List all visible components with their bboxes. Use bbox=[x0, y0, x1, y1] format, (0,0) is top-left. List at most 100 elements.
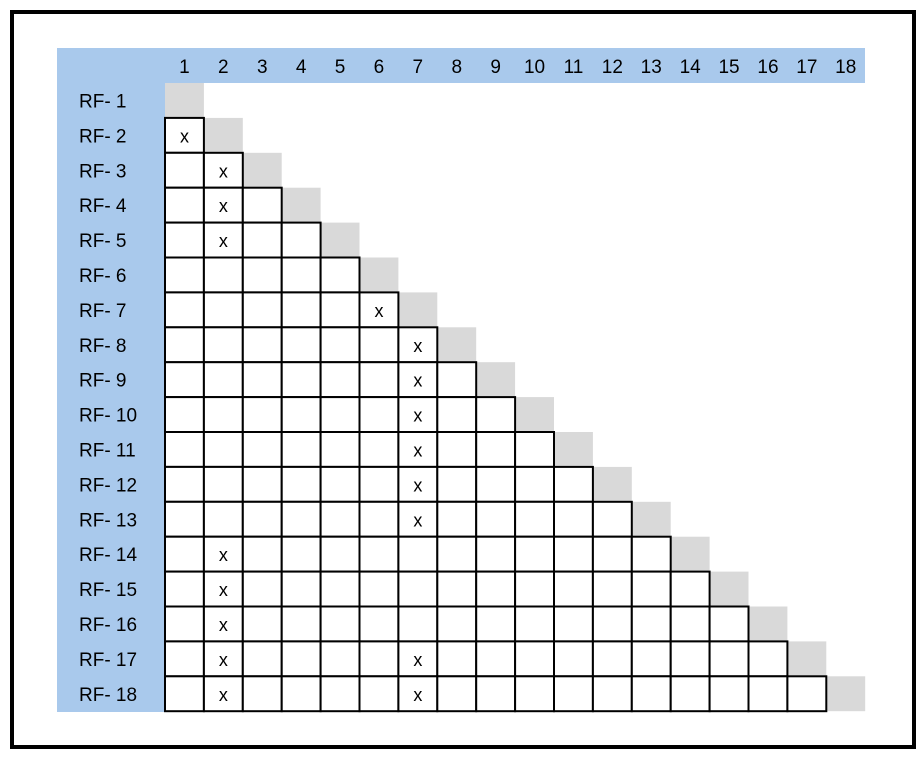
matrix-cell bbox=[630, 640, 672, 678]
matrix-cell bbox=[319, 396, 361, 434]
matrix-cell bbox=[241, 640, 283, 678]
matrix-cell bbox=[436, 675, 478, 713]
matrix-cell bbox=[630, 675, 672, 713]
matrix-cell bbox=[202, 291, 244, 329]
column-label: 7 bbox=[413, 57, 424, 78]
matrix-cell bbox=[475, 640, 517, 678]
cell-mark: x bbox=[413, 371, 422, 391]
matrix-cell bbox=[514, 465, 555, 503]
diagonal-cell bbox=[242, 152, 282, 188]
row-label: RF- 18 bbox=[79, 685, 137, 706]
column-label: 18 bbox=[835, 57, 856, 78]
matrix-cell bbox=[319, 465, 361, 503]
matrix-cell bbox=[397, 570, 439, 608]
matrix-cell bbox=[358, 431, 400, 468]
column-label: 9 bbox=[490, 57, 501, 78]
matrix-cell bbox=[164, 605, 205, 643]
matrix-cell bbox=[280, 221, 322, 259]
matrix-cell bbox=[280, 675, 322, 713]
column-label: 5 bbox=[335, 57, 346, 78]
matrix-cell bbox=[786, 675, 828, 713]
matrix-cell bbox=[514, 640, 555, 678]
matrix-cell bbox=[475, 500, 517, 538]
matrix-cell bbox=[553, 500, 594, 538]
matrix-cell bbox=[397, 326, 439, 364]
matrix-cell bbox=[280, 465, 322, 503]
cell-mark: x bbox=[219, 615, 228, 635]
matrix-cell bbox=[164, 570, 205, 608]
cell-mark: x bbox=[219, 196, 228, 216]
matrix-cell bbox=[164, 151, 205, 189]
matrix-cell bbox=[164, 675, 205, 713]
matrix-cell bbox=[164, 361, 205, 399]
diagonal-cell bbox=[476, 362, 516, 398]
column-label: 1 bbox=[179, 57, 190, 78]
matrix-cell bbox=[397, 535, 439, 573]
cell-mark: x bbox=[219, 580, 228, 600]
row-label: RF- 17 bbox=[79, 650, 137, 671]
row-label: RF- 16 bbox=[79, 615, 137, 636]
row-label: RF- 4 bbox=[79, 196, 127, 217]
matrix-cell bbox=[436, 605, 478, 643]
matrix-cell bbox=[164, 256, 205, 294]
matrix-cell bbox=[669, 570, 711, 608]
matrix-cell bbox=[319, 675, 361, 713]
diagonal-cell bbox=[165, 83, 204, 118]
cell-mark: x bbox=[219, 231, 228, 251]
column-label: 8 bbox=[451, 57, 462, 78]
matrix-cell bbox=[164, 116, 205, 154]
column-label: 14 bbox=[680, 57, 702, 78]
matrix-cell bbox=[164, 326, 205, 364]
matrix-cell bbox=[708, 605, 750, 643]
column-label: 12 bbox=[602, 57, 623, 78]
cell-mark: x bbox=[413, 336, 422, 356]
matrix-cell bbox=[319, 535, 361, 573]
cell-mark: x bbox=[413, 440, 422, 460]
matrix-cell bbox=[164, 535, 205, 573]
matrix-cell bbox=[164, 396, 205, 434]
diagonal-cell bbox=[631, 501, 671, 537]
matrix-cell bbox=[436, 396, 478, 434]
matrix-cell bbox=[241, 431, 283, 468]
cell-mark: x bbox=[413, 685, 422, 705]
matrix-cell bbox=[202, 151, 244, 189]
column-label: 6 bbox=[374, 57, 385, 78]
matrix-cell bbox=[514, 500, 555, 538]
matrix-cell bbox=[358, 326, 400, 364]
matrix-cell bbox=[436, 361, 478, 399]
column-label: 11 bbox=[564, 57, 584, 78]
matrix-cell bbox=[591, 640, 633, 678]
matrix-cell bbox=[669, 675, 711, 713]
column-label: 17 bbox=[796, 57, 817, 78]
matrix-cell bbox=[553, 465, 594, 503]
diagonal-cell bbox=[203, 117, 243, 153]
row-label: RF- 14 bbox=[79, 545, 138, 566]
row-label: RF- 15 bbox=[79, 580, 137, 601]
cell-mark: x bbox=[413, 510, 422, 530]
matrix-cell bbox=[747, 675, 789, 713]
matrix-cell bbox=[280, 291, 322, 329]
diagonal-cell bbox=[359, 257, 399, 293]
matrix-cell bbox=[591, 570, 633, 608]
matrix-cell bbox=[319, 256, 361, 294]
matrix-cell bbox=[319, 291, 361, 329]
matrix-cell bbox=[164, 291, 205, 329]
column-label: 3 bbox=[257, 57, 268, 78]
diagonal-cell bbox=[592, 466, 632, 502]
row-label: RF- 1 bbox=[79, 91, 127, 112]
row-label: RF- 6 bbox=[79, 266, 127, 287]
matrix-cell bbox=[514, 535, 555, 573]
column-label: 2 bbox=[218, 57, 229, 78]
column-label: 15 bbox=[718, 57, 739, 78]
matrix-cell bbox=[319, 500, 361, 538]
matrix-cell bbox=[202, 605, 244, 643]
matrix-cell bbox=[669, 640, 711, 678]
cell-mark: x bbox=[413, 406, 422, 426]
matrix-cell bbox=[553, 535, 594, 573]
matrix-cell bbox=[747, 640, 789, 678]
matrix-cell bbox=[241, 396, 283, 434]
matrix-cell bbox=[397, 675, 439, 713]
row-label: RF- 3 bbox=[79, 161, 127, 182]
matrix-cell bbox=[475, 535, 517, 573]
